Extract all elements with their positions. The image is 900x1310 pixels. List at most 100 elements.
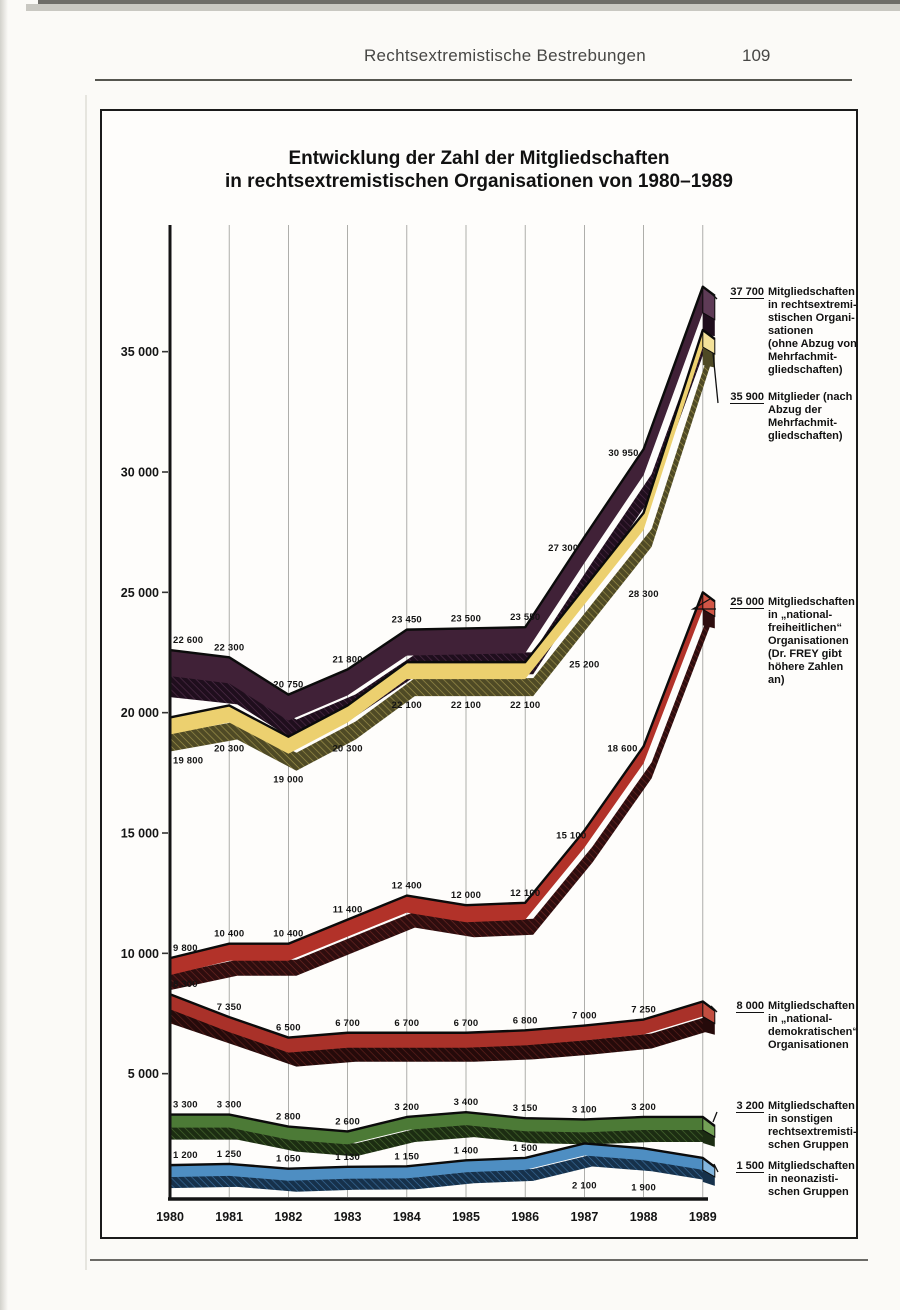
- y-tick-label-5000: 5 000: [128, 1067, 159, 1081]
- y-tick-label-30000: 30 000: [121, 465, 159, 479]
- y-tick-label-25000: 25 000: [121, 586, 159, 600]
- point-label-2-1988: 18 600: [607, 743, 637, 754]
- point-label-4-1982: 2 800: [276, 1112, 301, 1123]
- point-label-3-1983: 6 700: [335, 1018, 360, 1029]
- series-cap-shadow-1: [702, 347, 715, 368]
- point-label-1-1988: 28 300: [628, 589, 658, 600]
- point-label-0-1985: 23 500: [451, 613, 481, 624]
- point-label-2-1982: 10 400: [273, 929, 303, 940]
- series-topline-5: [169, 1142, 716, 1170]
- point-label-3-1985: 6 700: [454, 1018, 479, 1029]
- series-cap-shadow-5: [702, 1169, 715, 1186]
- annotation-text: Mitgliedschaften in „national- demokrati…: [768, 1000, 858, 1051]
- annotation-value: 1 500: [736, 1160, 764, 1173]
- series-shadow-1: [170, 346, 711, 771]
- series-topline-3: [169, 993, 716, 1039]
- point-label-1-1981: 20 300: [214, 743, 244, 754]
- point-label-0-1984: 23 450: [392, 615, 422, 626]
- scan-edge-top-light: [26, 4, 900, 11]
- y-tick-label-20000: 20 000: [121, 706, 159, 720]
- series-topline-4: [170, 1110, 716, 1133]
- x-tick-label-1985: 1985: [452, 1210, 480, 1224]
- annotation-leader-1: [712, 352, 719, 404]
- annotation-value: 37 700: [730, 286, 764, 299]
- series-shadow-5: [170, 1154, 711, 1192]
- series-face-5: [170, 1143, 703, 1181]
- annotation-text: Mitgliedschaften in sonstigen rechtsextr…: [768, 1100, 857, 1151]
- point-label-4-1988: 3 200: [631, 1102, 656, 1113]
- point-label-3-1982: 6 500: [276, 1023, 301, 1034]
- series-face-1: [170, 330, 703, 754]
- scan-edge-top-dark: [38, 0, 900, 4]
- point-label-3-1986: 6 800: [513, 1015, 538, 1026]
- point-label-1-1983: 20 300: [332, 743, 362, 754]
- point-label-4-1985: 3 400: [454, 1097, 479, 1108]
- annotation-leader-4: [712, 1111, 718, 1123]
- annotation-leader-2: [690, 598, 716, 610]
- page-number: 109: [742, 46, 771, 65]
- annotation-layer: 37 700 Mitgliedschaften in rechtsextremi-…: [102, 111, 858, 1237]
- point-label-5-1987: 2 100: [572, 1180, 597, 1191]
- annotation-text: Mitglieder (nach Abzug der Mehrfachmit- …: [768, 391, 853, 442]
- point-label-1-1984: 22 100: [392, 700, 422, 711]
- point-label-0-1982: 20 750: [273, 680, 303, 691]
- point-label-2-1980: 9 800: [173, 943, 198, 954]
- point-label-2-1987: 15 100: [556, 831, 586, 842]
- annotation-8000: 8 000 Mitgliedschaften in „national- demo…: [716, 1000, 900, 1052]
- chart-frame: Entwicklung der Zahl der Mitgliedschafte…: [100, 109, 858, 1239]
- scan-edge-left: [0, 0, 8, 1310]
- series-face-3: [170, 994, 703, 1053]
- annotation-25000: 25 000 Mitgliedschaften in „national- fre…: [716, 596, 900, 687]
- x-tick-label-1983: 1983: [334, 1210, 362, 1224]
- x-tick-label-1982: 1982: [274, 1210, 302, 1224]
- point-label-2-1984: 12 400: [392, 881, 422, 892]
- series-shadow-0: [170, 311, 711, 742]
- point-label-2-1983: 11 400: [333, 905, 363, 916]
- annotation-text: Mitgliedschaften in rechtsextremi- stisc…: [768, 286, 857, 376]
- series-shadow-4: [170, 1124, 711, 1157]
- series-shadow-3: [170, 1008, 711, 1067]
- point-label-1-1986: 22 100: [510, 700, 540, 711]
- x-tick-label-1981: 1981: [215, 1210, 243, 1224]
- chart-title-line1: Entwicklung der Zahl der Mitgliedschafte…: [288, 148, 670, 169]
- point-label-5-1984: 1 150: [394, 1151, 419, 1162]
- point-label-0-1983: 21 800: [332, 654, 362, 665]
- point-label-0-1980: 22 600: [173, 635, 203, 646]
- point-label-3-1980: 8 300: [173, 979, 198, 990]
- point-label-4-1981: 3 300: [217, 1100, 242, 1111]
- point-label-5-1980: 1 200: [173, 1150, 198, 1161]
- annotation-text: Mitgliedschaften in „national- freiheitl…: [768, 596, 855, 686]
- annotation-text: Mitgliedschaften in neonazisti- schen Gr…: [768, 1160, 855, 1198]
- point-label-5-1985: 1 400: [454, 1145, 479, 1156]
- point-label-5-1988: 1 900: [631, 1182, 656, 1193]
- point-label-0-1988: 30 950: [608, 448, 638, 459]
- point-label-2-1985: 12 000: [451, 890, 481, 901]
- point-label-3-1987: 7 000: [572, 1011, 597, 1022]
- point-label-5-1986: 1 500: [513, 1143, 538, 1154]
- series-cap-shadow-3: [702, 1016, 715, 1035]
- point-label-2-1986: 12 100: [510, 888, 540, 899]
- point-label-1-1987: 25 200: [569, 660, 599, 671]
- point-label-3-1981: 7 350: [217, 1002, 242, 1013]
- annotation-value: 8 000: [736, 1000, 764, 1013]
- annotation-value: 3 200: [736, 1100, 764, 1113]
- series-topline-2: [169, 591, 716, 960]
- y-tick-label-35000: 35 000: [121, 345, 159, 359]
- annotation-leader-0: [711, 293, 718, 300]
- point-label-5-1981: 1 250: [217, 1149, 242, 1160]
- x-tick-label-1988: 1988: [630, 1210, 658, 1224]
- series-topline-0: [169, 285, 716, 696]
- annotation-leader-5: [713, 1163, 719, 1173]
- point-label-4-1986: 3 150: [513, 1103, 538, 1114]
- annotation-leader-3: [710, 1005, 718, 1013]
- x-tick-label-1984: 1984: [393, 1210, 421, 1224]
- point-label-0-1981: 22 300: [214, 642, 244, 653]
- page-header-title: Rechtsextremistische Bestrebungen: [363, 46, 647, 65]
- point-label-4-1987: 3 100: [572, 1104, 597, 1115]
- chart-title-line2: in rechtsextremistischen Organisationen …: [225, 171, 733, 192]
- annotation-37700: 37 700 Mitgliedschaften in rechtsextremi-…: [716, 286, 900, 377]
- annotation-value: 35 900: [730, 391, 764, 404]
- scan-fold-line: [85, 95, 87, 1270]
- series-cap-shadow-0: [702, 312, 715, 337]
- x-tick-label-1987: 1987: [570, 1210, 598, 1224]
